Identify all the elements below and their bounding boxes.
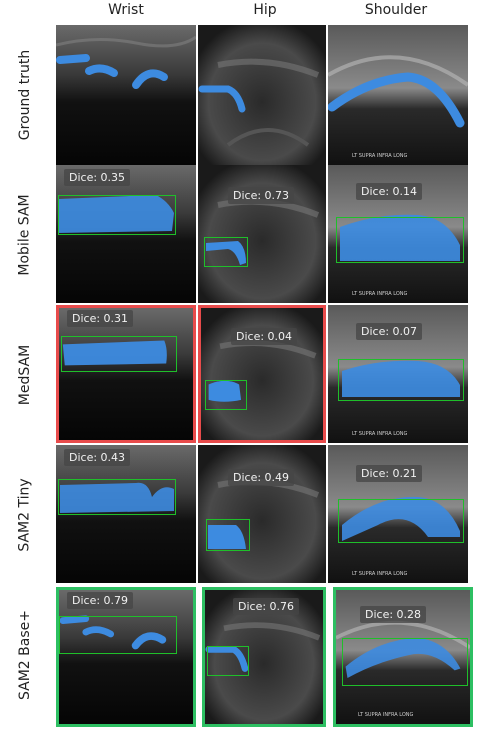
bounding-box-prompt	[342, 638, 468, 686]
panel-mobile-sam-hip: Dice: 0.73	[198, 165, 326, 303]
shoulder-caption: LT SUPRA INFRA LONG	[352, 291, 408, 297]
wrist-ultrasound-image	[59, 590, 193, 724]
column-header-hip: Hip	[253, 2, 277, 18]
dice-label: Dice: 0.79	[67, 592, 134, 609]
panel-mobile-sam-wrist: Dice: 0.35	[56, 165, 196, 303]
panel-sam2-tiny-shoulder: Dice: 0.21 LT SUPRA INFRA LONG	[328, 445, 468, 583]
panel-sam2-base-shoulder: Dice: 0.28 LT SUPRA INFRA LONG	[333, 587, 473, 727]
dice-label: Dice: 0.31	[67, 310, 134, 327]
column-header-shoulder: Shoulder	[364, 2, 428, 18]
dice-label: Dice: 0.21	[356, 465, 423, 482]
bounding-box-prompt	[59, 616, 177, 654]
hip-ultrasound-image	[198, 25, 326, 165]
dice-label: Dice: 0.35	[64, 169, 131, 186]
bounding-box-prompt	[58, 195, 176, 235]
wrist-ultrasound-image	[56, 25, 196, 165]
panel-medsam-shoulder: Dice: 0.07 LT SUPRA INFRA LONG	[328, 305, 468, 443]
shoulder-caption: LT SUPRA INFRA LONG	[352, 431, 408, 437]
bounding-box-prompt	[338, 499, 464, 543]
row-header-mobile-sam: Mobile SAM	[17, 194, 33, 276]
bounding-box-prompt	[61, 336, 177, 372]
bounding-box-prompt	[336, 217, 464, 263]
row-header-ground-truth: Ground truth	[17, 49, 33, 141]
panel-ground-truth-wrist	[56, 25, 196, 165]
dice-label: Dice: 0.28	[360, 606, 427, 623]
bounding-box-prompt	[205, 380, 247, 410]
bounding-box-prompt	[204, 237, 248, 267]
panel-sam2-tiny-hip: Dice: 0.49	[198, 445, 326, 583]
dice-label: Dice: 0.04	[231, 328, 298, 345]
wrist-ultrasound-image	[59, 308, 193, 440]
panel-ground-truth-hip	[198, 25, 326, 165]
dice-label: Dice: 0.73	[228, 187, 295, 204]
bounding-box-prompt	[207, 646, 249, 676]
hip-ultrasound-image	[198, 165, 326, 303]
dice-label: Dice: 0.49	[228, 469, 295, 486]
dice-label: Dice: 0.43	[64, 449, 131, 466]
panel-medsam-hip: Dice: 0.04	[198, 305, 326, 443]
bounding-box-prompt	[58, 479, 176, 515]
shoulder-caption: LT SUPRA INFRA LONG	[358, 712, 414, 718]
shoulder-caption: LT SUPRA INFRA LONG	[352, 153, 408, 159]
panel-sam2-tiny-wrist: Dice: 0.43	[56, 445, 196, 583]
bounding-box-prompt	[206, 519, 250, 551]
dice-label: Dice: 0.76	[233, 598, 300, 615]
dice-label: Dice: 0.07	[356, 323, 423, 340]
bounding-box-prompt	[338, 359, 464, 401]
dice-label: Dice: 0.14	[356, 183, 423, 200]
row-header-medsam: MedSAM	[17, 344, 34, 406]
panel-sam2-base-wrist: Dice: 0.79	[56, 587, 196, 727]
hip-ultrasound-image	[198, 445, 326, 583]
panel-mobile-sam-shoulder: Dice: 0.14 LT SUPRA INFRA LONG	[328, 165, 468, 303]
shoulder-caption: LT SUPRA INFRA LONG	[352, 571, 408, 577]
column-header-wrist: Wrist	[108, 2, 144, 18]
shoulder-ultrasound-image	[328, 25, 468, 165]
panel-medsam-wrist: Dice: 0.31	[56, 305, 196, 443]
row-header-sam2-base: SAM2 Base+	[17, 610, 34, 700]
panel-sam2-base-hip: Dice: 0.76	[202, 587, 326, 727]
row-header-sam2-tiny: SAM2 Tiny	[17, 478, 33, 552]
panel-ground-truth-shoulder: LT SUPRA INFRA LONG	[328, 25, 468, 165]
